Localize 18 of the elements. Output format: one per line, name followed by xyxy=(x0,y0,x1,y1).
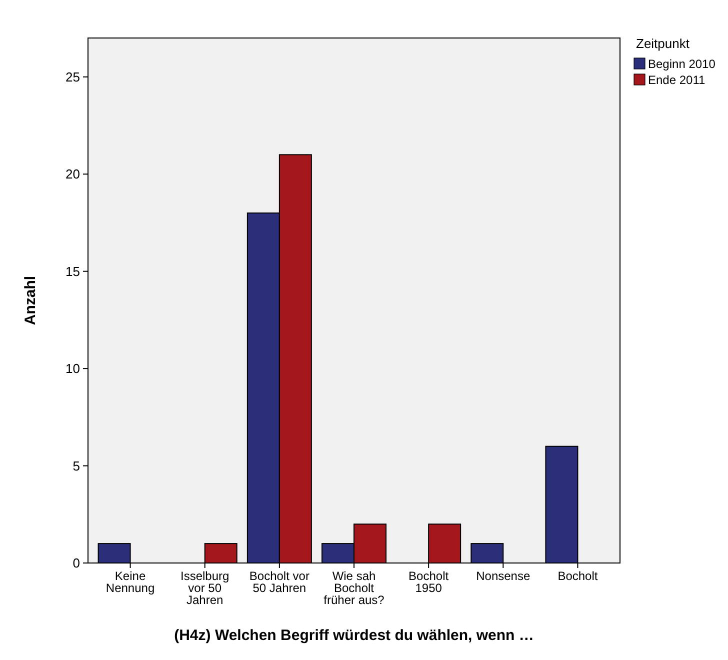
y-tick-label: 10 xyxy=(66,361,80,376)
legend-label: Beginn 2010 xyxy=(648,57,716,71)
x-tick-label: Bocholt vor 50 Jahren xyxy=(249,569,310,595)
x-tick-label: Isselburg vor 50 Jahren xyxy=(180,569,230,607)
x-tick-label: Bocholt xyxy=(558,569,598,583)
y-tick-label: 0 xyxy=(72,556,80,571)
y-axis-title: Anzahl xyxy=(22,276,39,326)
legend-title: Zeitpunkt xyxy=(636,36,690,51)
x-axis-title: (H4z) Welchen Begriff würdest du wählen, wenn … xyxy=(174,627,534,644)
x-tick-label: Nonsense xyxy=(476,569,530,583)
legend-label: Ende 2011 xyxy=(648,73,706,87)
y-tick-label: 5 xyxy=(72,458,80,474)
x-tick-label: Keine Nennung xyxy=(106,569,155,595)
y-tick-label: 15 xyxy=(66,264,80,279)
x-tick-label: Wie sah Bocholt früher aus? xyxy=(324,569,385,607)
x-tick-label: Bocholt 1950 xyxy=(408,569,450,595)
y-tick-label: 25 xyxy=(66,69,80,84)
y-tick-label: 20 xyxy=(66,166,80,182)
